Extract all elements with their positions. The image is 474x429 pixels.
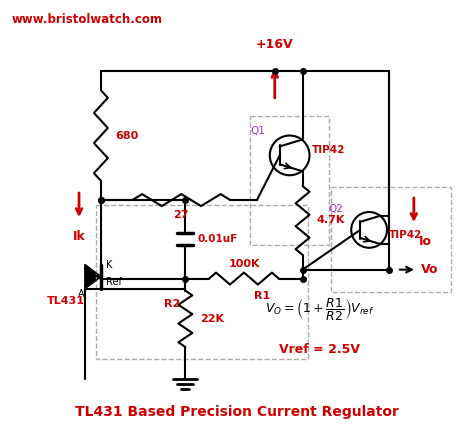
Text: +16V: +16V: [256, 38, 293, 51]
Text: 22K: 22K: [200, 314, 224, 324]
Text: TL431 Based Precision Current Regulator: TL431 Based Precision Current Regulator: [75, 405, 399, 419]
Text: 100K: 100K: [228, 259, 260, 269]
Text: TL431: TL431: [47, 296, 85, 306]
Text: TIP42: TIP42: [389, 230, 422, 240]
Text: 0.01uF: 0.01uF: [197, 234, 237, 245]
Polygon shape: [85, 265, 101, 289]
Bar: [250, 116, 329, 245]
Text: Vo: Vo: [421, 263, 438, 276]
Text: R2: R2: [164, 299, 181, 309]
Text: Vref = 2.5V: Vref = 2.5V: [279, 343, 360, 356]
Text: R1: R1: [254, 290, 270, 300]
Text: Q2: Q2: [328, 204, 343, 214]
Bar: [331, 187, 451, 293]
Text: www.bristolwatch.com: www.bristolwatch.com: [11, 13, 163, 26]
Bar: [96, 205, 308, 359]
Text: Ref: Ref: [106, 277, 122, 287]
Text: A: A: [78, 289, 84, 299]
Text: 680: 680: [115, 130, 138, 141]
Text: 27: 27: [173, 210, 189, 220]
Text: $V_O = \left(1 + \dfrac{R1}{R2}\right) V_{ref}$: $V_O = \left(1 + \dfrac{R1}{R2}\right) V…: [264, 296, 374, 322]
Text: Ik: Ik: [73, 230, 85, 243]
Text: TIP42: TIP42: [311, 145, 345, 155]
Text: K: K: [106, 260, 112, 270]
Text: 4.7K: 4.7K: [317, 215, 345, 226]
Text: Q1: Q1: [250, 126, 265, 136]
Text: Io: Io: [419, 235, 432, 248]
